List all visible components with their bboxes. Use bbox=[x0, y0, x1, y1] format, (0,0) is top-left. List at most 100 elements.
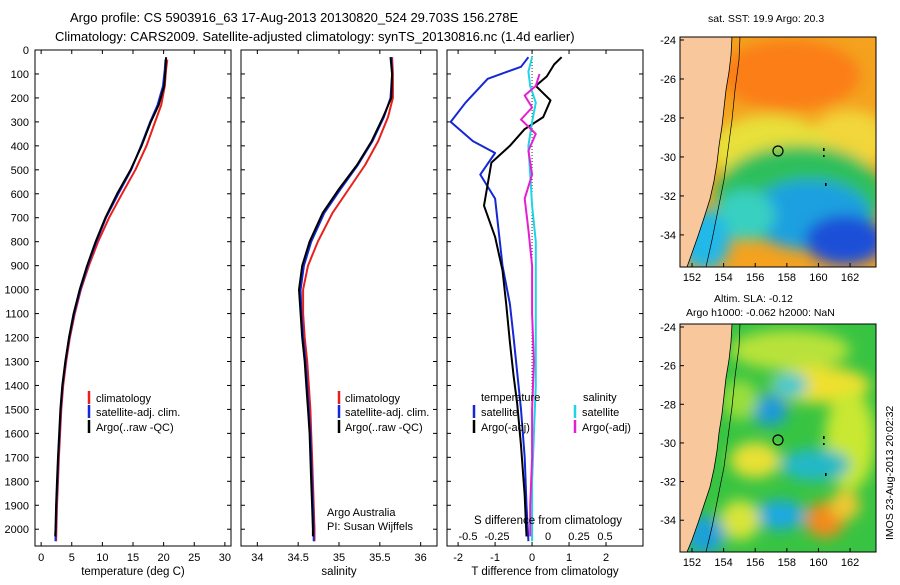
x-axes: 0 5 10 15 20 25 30 34 34.5 35 35.5 36 -2 -1 0 1 2 bbox=[38, 50, 609, 564]
map-x-tick: 156 bbox=[746, 272, 764, 284]
x-tick-label: 35 bbox=[333, 552, 345, 564]
x-tick-label: 30 bbox=[219, 552, 231, 564]
sla-title-2: Argo h1000: -0.062 h2000: NaN bbox=[686, 307, 835, 319]
temperature-xlabel: temperature (deg C) bbox=[81, 566, 185, 578]
x-tick-label: -1 bbox=[490, 552, 500, 564]
x-tick-label: 36 bbox=[415, 552, 427, 564]
s-tick-label: 0 bbox=[545, 531, 551, 543]
map-y-tick: -30 bbox=[660, 438, 676, 450]
map-x-tick: 162 bbox=[841, 272, 859, 284]
temperature-plot bbox=[54, 57, 169, 542]
series-line-argo-raw-qc- bbox=[54, 57, 168, 537]
depth-tick-label: 1100 bbox=[5, 309, 29, 321]
sla-frame bbox=[679, 323, 877, 553]
depth-tick-label: 1600 bbox=[5, 428, 29, 440]
x-tick-label: -2 bbox=[453, 552, 463, 564]
depth-tick-label: 1300 bbox=[5, 356, 29, 368]
depth-tick-label: 0 bbox=[23, 45, 29, 57]
argo-position-marker bbox=[772, 434, 784, 446]
map-y-tick: -24 bbox=[660, 322, 676, 334]
land-sla bbox=[680, 324, 733, 552]
legend-climatology: climatology bbox=[345, 393, 401, 405]
depth-tick-label: 1000 bbox=[5, 285, 29, 297]
depth-tick-label: 500 bbox=[11, 165, 29, 177]
map-y-tick: -24 bbox=[660, 35, 676, 47]
map-x-tick: 158 bbox=[778, 272, 796, 284]
x-tick-label: 5 bbox=[69, 552, 75, 564]
depth-tick-label: 1400 bbox=[5, 380, 29, 392]
series-line-t-argo-adj- bbox=[483, 56, 563, 537]
legend-salinity-title: salinity bbox=[583, 392, 617, 404]
depth-tick-label: 900 bbox=[11, 261, 29, 273]
x-tick-label: 35.5 bbox=[369, 552, 390, 564]
salinity-panel bbox=[240, 49, 438, 547]
temperature-legend: climatology satellite-adj. clim. Argo(..… bbox=[87, 391, 180, 434]
x-tick-label: 2 bbox=[603, 552, 609, 564]
series-line-argo-raw-qc- bbox=[298, 57, 394, 537]
argo-position-marker bbox=[772, 145, 784, 157]
series-line-s-argo-adj- bbox=[520, 73, 541, 537]
pi-label: PI: Susan Wijffels bbox=[327, 521, 413, 533]
series-line-satellite-adj-clim- bbox=[299, 57, 394, 542]
credit-label: IMOS 23-Aug-2013 20:02:32 bbox=[884, 406, 896, 540]
map-y-tick: -32 bbox=[660, 191, 676, 203]
s-tick-label: -0.5 bbox=[459, 531, 478, 543]
salinity-legend: climatology satellite-adj. clim. Argo(..… bbox=[327, 391, 429, 533]
map-y-tick: -30 bbox=[660, 152, 676, 164]
s-tick-label: 0.5 bbox=[597, 531, 612, 543]
series-line-satellite-adj-clim- bbox=[54, 59, 167, 542]
series-line-t-satellite bbox=[449, 56, 530, 542]
map-y-tick: -34 bbox=[660, 230, 676, 242]
salinity-plot bbox=[298, 57, 394, 542]
depth-tick-label: 1700 bbox=[5, 452, 29, 464]
sst-title: sat. SST: 19.9 Argo: 20.3 bbox=[708, 13, 824, 25]
legend-satellite: satellite-adj. clim. bbox=[96, 407, 180, 419]
sst-axes: 152 154 156 158 160 162 -24 -26 -28 -30 -32 -34 bbox=[660, 35, 859, 284]
map-y-tick: -28 bbox=[660, 113, 676, 125]
depth-tick-label: 1800 bbox=[5, 476, 29, 488]
temperature-panel bbox=[34, 49, 232, 547]
s-tick-label: -0.25 bbox=[484, 531, 509, 543]
depth-tick-label: 400 bbox=[11, 141, 29, 153]
map-y-tick: -32 bbox=[660, 477, 676, 489]
legend-t-argo: Argo(-adj) bbox=[481, 422, 530, 434]
depth-tick-label: 1500 bbox=[5, 404, 29, 416]
depth-tick-label: 2000 bbox=[5, 524, 29, 536]
map-y-tick: -28 bbox=[660, 399, 676, 411]
legend-t-satellite: satellite bbox=[481, 407, 518, 419]
header-line-1: Argo profile: CS 5903916_63 17-Aug-2013 … bbox=[70, 10, 518, 25]
map-y-tick: -26 bbox=[660, 361, 676, 373]
depth-tick-label: 100 bbox=[11, 69, 29, 81]
map-x-tick: 158 bbox=[778, 557, 796, 569]
depth-tick-label: 300 bbox=[11, 117, 29, 129]
depth-tick-label: 1900 bbox=[5, 500, 29, 512]
series-line-climatology bbox=[302, 57, 394, 542]
s-tick-label: 0.25 bbox=[568, 531, 589, 543]
map-y-tick: -34 bbox=[660, 515, 676, 527]
sla-axes: 152 154 156 158 160 162 -24 -26 -28 -30 -32 -34 bbox=[660, 322, 859, 569]
map-x-tick: 160 bbox=[809, 272, 827, 284]
sla-title-1: Altim. SLA: -0.12 bbox=[714, 293, 793, 305]
map-x-tick: 160 bbox=[809, 557, 827, 569]
map-x-tick: 162 bbox=[841, 557, 859, 569]
x-tick-label: 1 bbox=[566, 552, 572, 564]
map-x-tick: 154 bbox=[714, 272, 732, 284]
difference-panel bbox=[446, 49, 644, 547]
x-tick-label: 0 bbox=[529, 552, 535, 564]
depth-tick-label: 600 bbox=[11, 189, 29, 201]
depth-axis: 0 100 200 300 400 500 600 700 800 900 1000 1100 1200… bbox=[5, 45, 643, 536]
legend-temperature-title: temperature bbox=[481, 392, 540, 404]
legend-s-satellite: satellite bbox=[582, 407, 619, 419]
legend-argo: Argo(..raw -QC) bbox=[345, 422, 423, 434]
x-tick-label: 15 bbox=[127, 552, 139, 564]
depth-tick-label: 800 bbox=[11, 237, 29, 249]
legend-argo: Argo(..raw -QC) bbox=[96, 422, 174, 434]
map-x-tick: 156 bbox=[746, 557, 764, 569]
map-x-tick: 152 bbox=[683, 272, 701, 284]
depth-tick-label: 700 bbox=[11, 213, 29, 225]
header-line-2: Climatology: CARS2009. Satellite-adjuste… bbox=[55, 29, 575, 44]
series-line-s-satellite bbox=[527, 56, 537, 542]
legend-satellite: satellite-adj. clim. bbox=[345, 407, 429, 419]
legend-s-argo: Argo(-adj) bbox=[582, 422, 631, 434]
